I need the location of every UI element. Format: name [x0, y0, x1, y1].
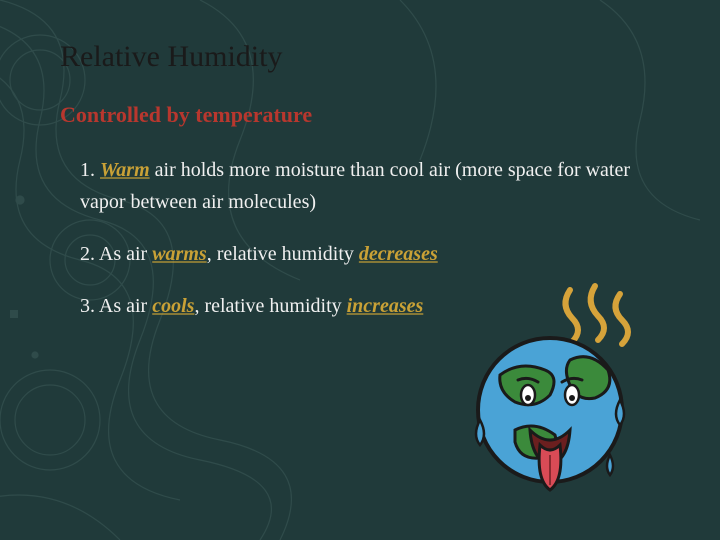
text-run: , relative humidity: [207, 243, 359, 265]
slide-content: Relative Humidity Controlled by temperat…: [0, 0, 720, 322]
bullet-item: 2. As air warms, relative humidity decre…: [80, 238, 660, 270]
highlight-text: increases: [347, 295, 424, 317]
highlight-text: decreases: [359, 243, 438, 265]
sweating-earth-icon: [460, 280, 650, 500]
bullet-item: 1. Warm air holds more moisture than coo…: [80, 154, 660, 218]
highlight-text: cools: [152, 295, 194, 317]
slide-subtitle: Controlled by temperature: [60, 102, 660, 128]
text-run: 2. As air: [80, 243, 152, 265]
text-run: air holds more moisture than cool air (m…: [80, 159, 630, 213]
text-run: , relative humidity: [194, 295, 346, 317]
text-run: 1.: [80, 159, 100, 181]
highlight-text: warms: [152, 243, 206, 265]
slide-title: Relative Humidity: [60, 40, 660, 74]
highlight-text: Warm: [100, 159, 150, 181]
text-run: 3. As air: [80, 295, 152, 317]
